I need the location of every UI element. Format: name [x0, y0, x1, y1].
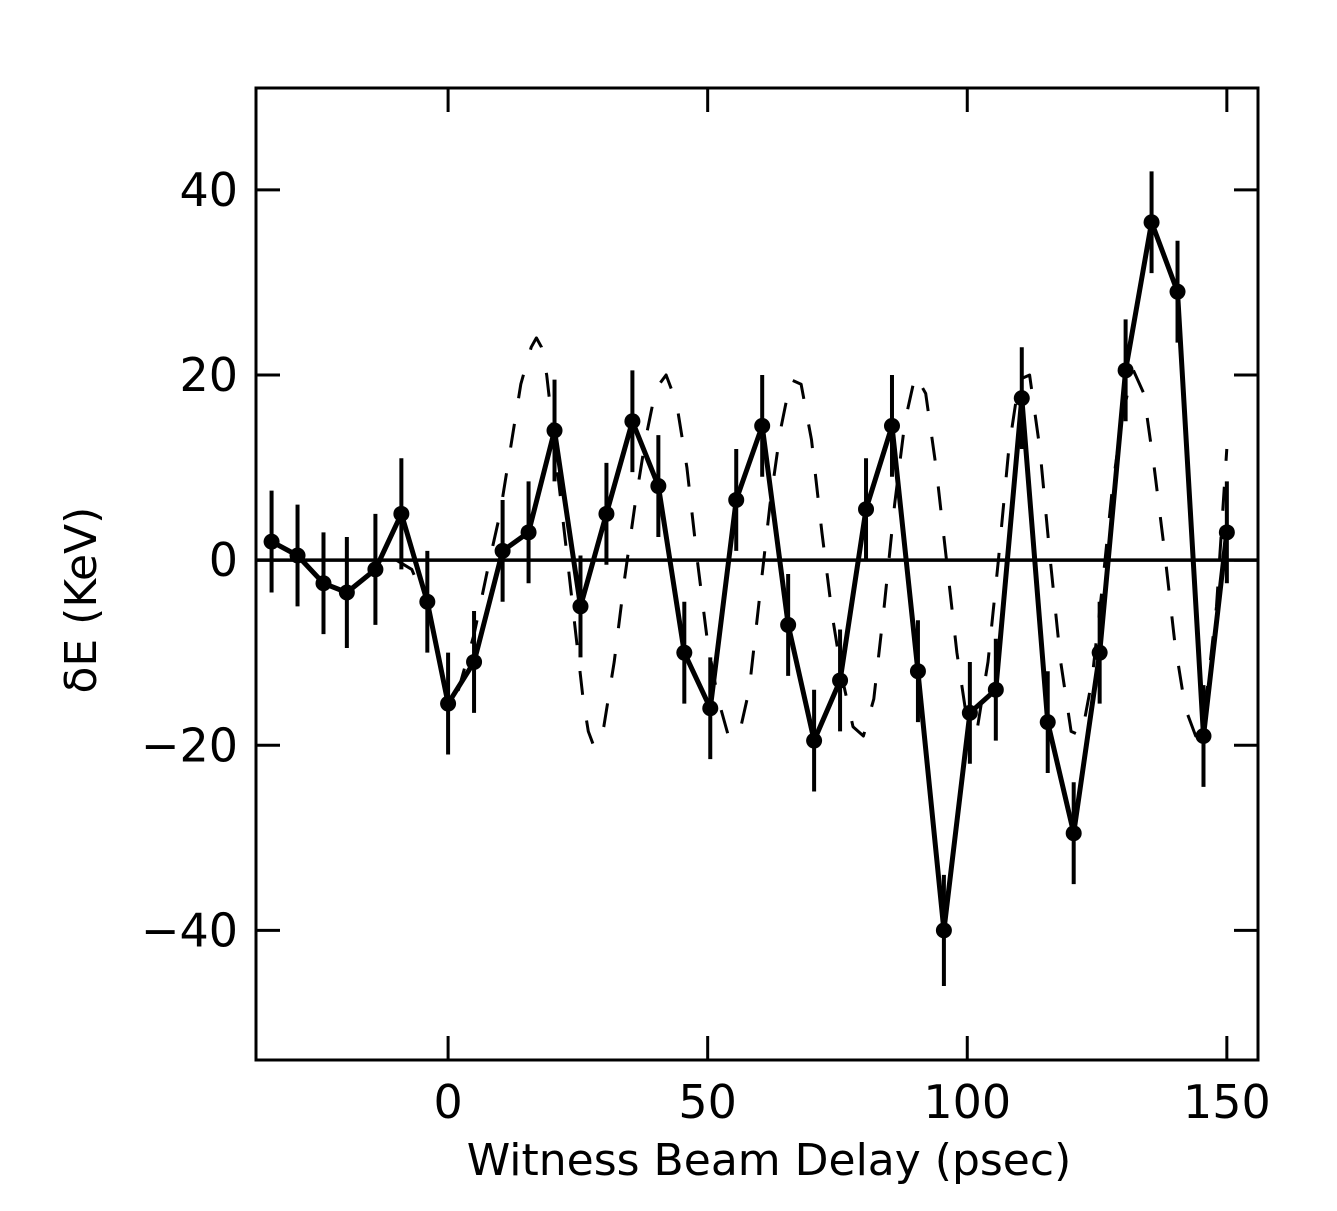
data-point [883, 417, 900, 434]
y-tick-label: −20 [141, 718, 238, 772]
data-point [1013, 390, 1030, 407]
data-point [702, 700, 719, 717]
plot-border [254, 86, 1260, 1062]
data-point [832, 672, 849, 689]
y-tick-label: 20 [179, 348, 238, 402]
data-point [1143, 214, 1160, 231]
ticks-layer: 0 50 100 150 −40 −20 0 20 40 [141, 88, 1271, 1129]
solid-series-line [270, 219, 1230, 933]
data-point [393, 505, 410, 522]
data-point [315, 575, 332, 592]
y-axis-title: δE (KeV) [56, 507, 107, 694]
data-point [1065, 825, 1082, 842]
dashed-curve [395, 336, 1229, 747]
data-point [466, 653, 483, 670]
y-tick-label: 40 [179, 163, 238, 217]
data-point [1218, 524, 1235, 541]
data-point [624, 413, 641, 430]
data-point [728, 491, 745, 508]
data-point [806, 732, 823, 749]
x-tick-label: 50 [678, 1075, 737, 1129]
x-axis-title: Witness Beam Delay (psec) [467, 1135, 1071, 1186]
data-point [440, 695, 457, 712]
data-point [754, 417, 771, 434]
plot-frame [254, 86, 1260, 1062]
data-point [780, 616, 797, 633]
y-tick-label: 0 [209, 533, 238, 587]
x-tick-label: 150 [1183, 1075, 1271, 1129]
x-tick-label: 100 [923, 1075, 1011, 1129]
data-point [367, 561, 384, 578]
data-point [520, 524, 537, 541]
data-point [858, 501, 875, 518]
solid-series-layer [263, 171, 1235, 986]
data-point [338, 584, 355, 601]
x-tick-label: 0 [433, 1075, 462, 1129]
data-point [935, 922, 952, 939]
data-point [987, 681, 1004, 698]
data-point [494, 542, 511, 559]
data-point [1169, 283, 1186, 300]
data-point [1091, 644, 1108, 661]
data-point [572, 598, 589, 615]
data-point [263, 533, 280, 550]
data-point [289, 547, 306, 564]
data-point [909, 663, 926, 680]
data-point [419, 593, 436, 610]
data-point [546, 422, 563, 439]
data-point [598, 505, 615, 522]
y-tick-label: −40 [141, 903, 238, 957]
data-point [676, 644, 693, 661]
data-point [1117, 362, 1134, 379]
dashed-curve-layer [395, 336, 1229, 747]
data-point [961, 704, 978, 721]
data-point [1195, 728, 1212, 744]
data-point [650, 478, 667, 495]
data-point [1039, 714, 1056, 731]
